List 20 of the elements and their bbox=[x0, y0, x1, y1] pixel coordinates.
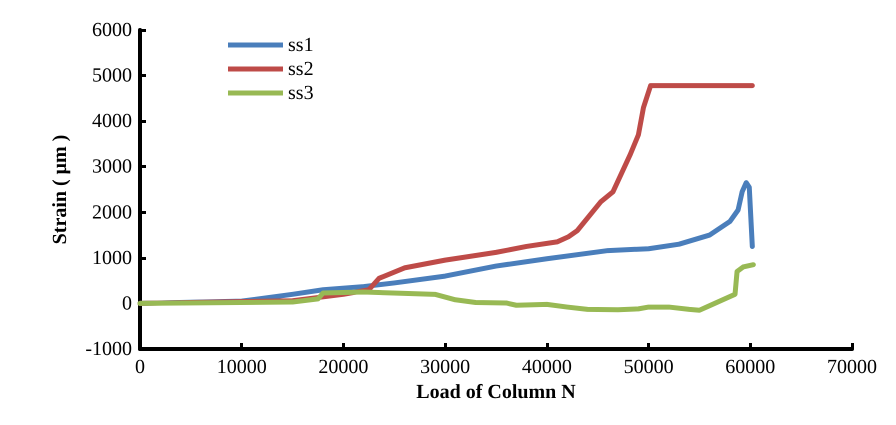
x-tick-label: 60000 bbox=[725, 356, 776, 378]
legend-label: ss1 bbox=[288, 34, 314, 56]
y-tick-label: 2000 bbox=[92, 201, 132, 224]
y-tick-label: 0 bbox=[122, 292, 132, 314]
legend-label: ss3 bbox=[288, 82, 314, 104]
y-tick-label: -1000 bbox=[85, 338, 132, 360]
y-axis-title: Strain ( μm ) bbox=[49, 134, 71, 244]
y-tick-label: 3000 bbox=[92, 156, 132, 178]
y-tick-label: 4000 bbox=[92, 110, 132, 132]
x-axis-title: Load of Column N bbox=[416, 380, 576, 403]
y-tick-label: 5000 bbox=[92, 64, 132, 87]
y-tick-label: 1000 bbox=[92, 246, 132, 269]
x-tick-label: 20000 bbox=[318, 356, 368, 378]
x-tick-label: 70000 bbox=[827, 356, 877, 378]
y-tick-label: 6000 bbox=[92, 19, 132, 41]
x-tick-label: 10000 bbox=[216, 356, 267, 378]
x-tick-label: 30000 bbox=[420, 356, 470, 378]
x-tick-label: 50000 bbox=[624, 356, 674, 378]
legend-label: ss2 bbox=[288, 58, 314, 80]
x-tick-label: 40000 bbox=[522, 356, 572, 378]
